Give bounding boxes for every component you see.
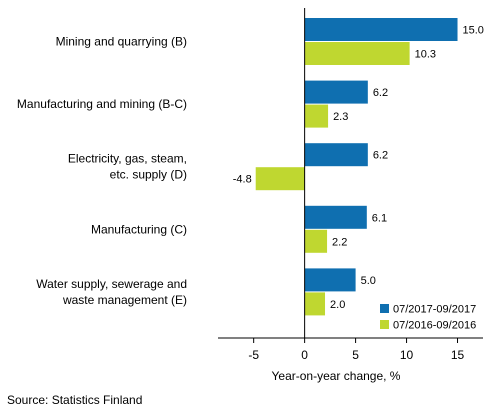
legend-label: 07/2016-09/2016 [393, 320, 476, 332]
plot-area: -5 0 5 10 15 15.0 10.3 Mining and quarrying (B)… [17, 8, 484, 362]
bar [304, 205, 367, 229]
bar-value-label: 2.0 [330, 299, 345, 311]
legend-label: 07/2017-09/2017 [393, 304, 476, 316]
bar [304, 229, 328, 253]
category-label: Water supply, sewerage and [36, 277, 187, 291]
x-tick-label: -5 [248, 348, 259, 362]
bar-value-label: 6.2 [373, 150, 388, 162]
x-tick-label: 5 [352, 348, 359, 362]
bar-value-label: -4.8 [233, 174, 252, 186]
bar [304, 42, 410, 65]
category-label: Manufacturing (C) [91, 222, 187, 236]
bar [304, 143, 368, 167]
x-tick-label: 15 [451, 348, 465, 362]
bar-value-label: 6.2 [373, 87, 388, 99]
bar-value-label: 15.0 [463, 25, 484, 37]
bar [304, 18, 458, 41]
bar [304, 104, 329, 128]
category-label: Manufacturing and mining (B-C) [17, 97, 187, 111]
bar-value-label: 5.0 [361, 275, 376, 287]
category-label: Electricity, gas, steam, [68, 152, 187, 166]
category-label: waste management (E) [62, 293, 187, 307]
x-tick-label: 10 [400, 348, 414, 362]
bar [255, 167, 305, 191]
bar [304, 268, 356, 292]
legend-swatch [380, 304, 389, 313]
bar [304, 292, 326, 316]
source-note: Source: Statistics Finland [7, 393, 142, 407]
bar-value-label: 2.3 [333, 111, 348, 123]
category-label: etc. supply (D) [110, 168, 187, 182]
bar-value-label: 2.2 [332, 236, 347, 248]
legend-swatch [380, 320, 389, 329]
bar-value-label: 10.3 [415, 49, 436, 61]
bar-value-label: 6.1 [372, 212, 387, 224]
category-label: Mining and quarrying (B) [56, 35, 187, 49]
bar [304, 80, 368, 104]
x-tick-label: 0 [301, 348, 308, 362]
x-axis-title: Year-on-year change, % [272, 369, 401, 383]
